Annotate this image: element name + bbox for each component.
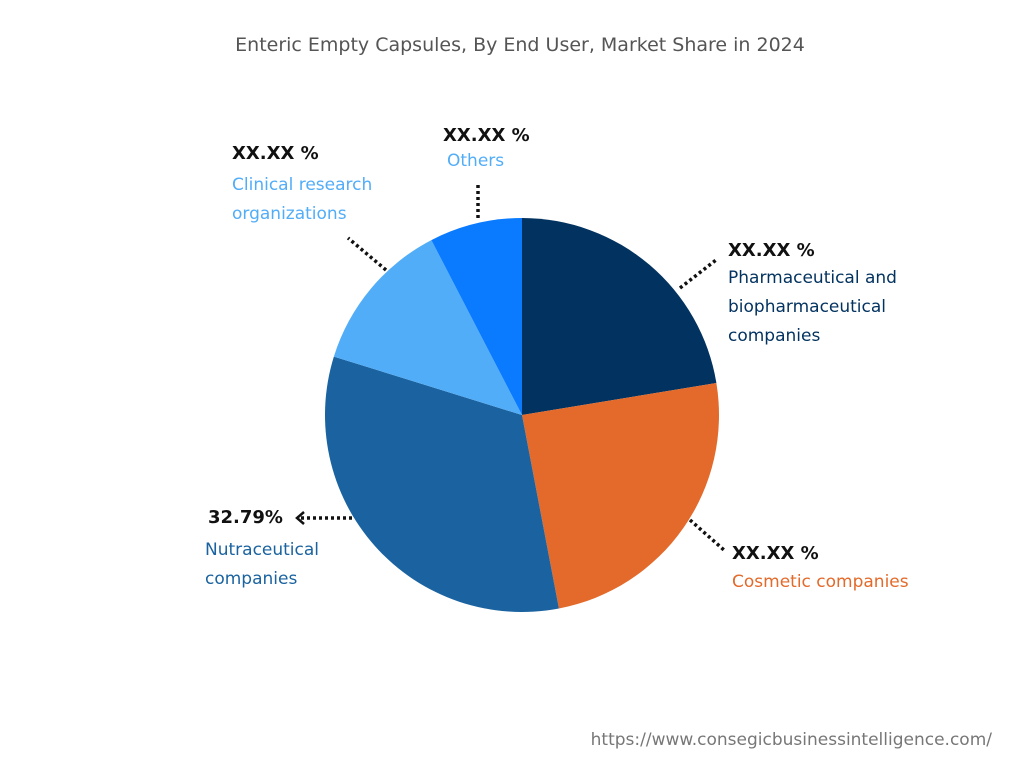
category-label: Others xyxy=(447,151,505,171)
value-label: XX.XX % xyxy=(732,543,819,564)
chart-title: Enteric Empty Capsules, By End User, Mar… xyxy=(235,34,805,56)
category-label: Clinical research organizations xyxy=(232,175,373,224)
category-label: Pharmaceutical and biopharmaceutical com… xyxy=(728,268,897,346)
value-label: XX.XX % xyxy=(232,143,319,164)
leader-line xyxy=(678,258,718,290)
pie-slice xyxy=(325,356,559,612)
pie-slice xyxy=(522,218,717,415)
source: https://www.consegicbusinessintelligence… xyxy=(590,730,992,750)
category-label: Cosmetic companies xyxy=(732,572,909,592)
pie-slice xyxy=(431,218,522,415)
value-label: XX.XX % xyxy=(443,125,530,146)
pie-slice xyxy=(333,240,522,415)
value-label: XX.XX % xyxy=(728,240,815,261)
category-label: Nutraceutical companies xyxy=(205,540,320,589)
leader-line xyxy=(346,236,388,272)
value-label: 32.79% xyxy=(208,507,283,528)
pie-slice xyxy=(522,382,719,609)
arrow-head xyxy=(295,511,305,525)
leader-line xyxy=(688,518,726,552)
